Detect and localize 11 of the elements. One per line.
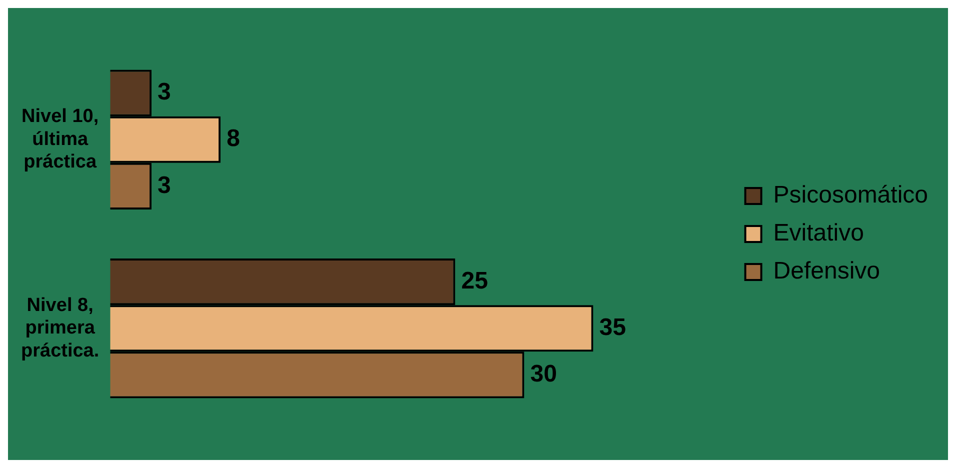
data-label: 30 <box>530 360 557 388</box>
data-label: 3 <box>158 172 171 199</box>
data-label: 3 <box>158 78 171 106</box>
y-tick-label: Nivel 8, primera práctica. <box>21 294 100 362</box>
legend-label: Defensivo <box>773 258 880 285</box>
y-tick-label: Nivel 10, última práctica <box>22 106 99 173</box>
legend-label: Evitativo <box>773 220 864 247</box>
data-label: 25 <box>461 267 488 294</box>
data-label: 8 <box>226 125 240 152</box>
data-label: 35 <box>599 314 626 342</box>
legend-label: Psicosomático <box>773 182 928 209</box>
